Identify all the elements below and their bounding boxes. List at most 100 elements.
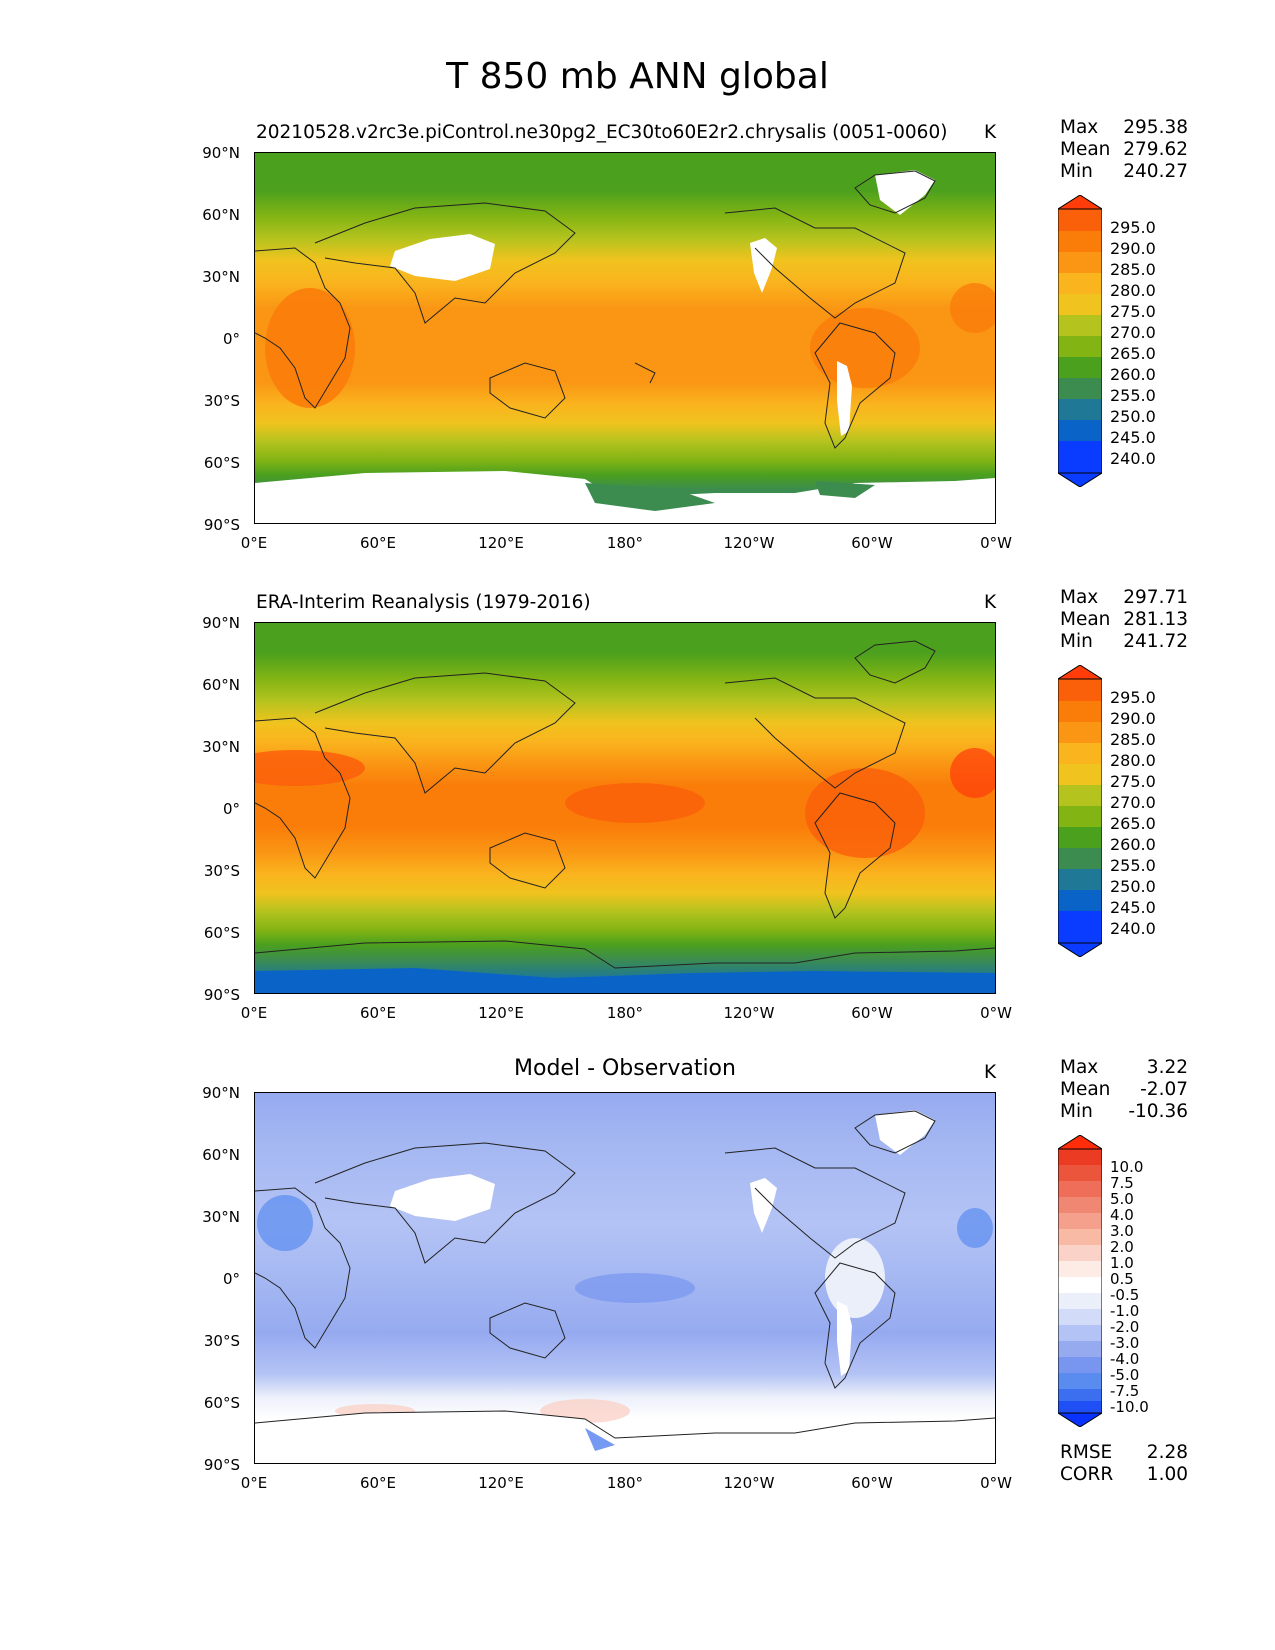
colorbar-tick: 280.0 (1110, 281, 1156, 300)
lat-tick-label: 30°S (203, 862, 240, 880)
lat-tick-label: 60°N (202, 206, 240, 224)
error-stats-box: RMSE 2.28 CORR 1.00 (1060, 1442, 1188, 1486)
map-plot (254, 1092, 996, 1464)
colorbar (1056, 1134, 1104, 1431)
lat-tick-label: 90°N (202, 1084, 240, 1102)
colorbar-tick: 240.0 (1110, 919, 1156, 938)
lon-tick-label: 0°E (240, 1474, 268, 1492)
lon-tick-label: 60°E (359, 1474, 397, 1492)
colorbar (1056, 664, 1104, 961)
colorbar-tick: -0.5 (1110, 1286, 1140, 1304)
lat-tick-label: 60°S (203, 924, 240, 942)
lat-tick-label: 30°S (203, 1332, 240, 1350)
lon-tick-label: 60°W (851, 1474, 893, 1492)
colorbar-tick: 7.5 (1110, 1174, 1134, 1192)
lat-tick-label: 90°N (202, 614, 240, 632)
panel-units: K (984, 1062, 997, 1083)
stat-label: Min (1060, 161, 1093, 182)
colorbar-tick: -4.0 (1110, 1350, 1140, 1368)
lat-tick-label: 60°S (203, 454, 240, 472)
stat-value: 1.00 (1146, 1464, 1188, 1485)
colorbar-tick: -7.5 (1110, 1382, 1140, 1400)
colorbar-tick: 275.0 (1110, 302, 1156, 321)
colorbar-tick: -3.0 (1110, 1334, 1140, 1352)
colorbar-tick: -10.0 (1110, 1398, 1149, 1416)
lon-tick-label: 120°W (723, 534, 775, 552)
stats-box: Max 3.22 Mean -2.07 Min -10.36 (1060, 1057, 1188, 1123)
lon-tick-label: 0°W (980, 534, 1012, 552)
stat-value: 2.28 (1146, 1442, 1188, 1463)
colorbar-tick: 250.0 (1110, 407, 1156, 426)
colorbar-tick: 295.0 (1110, 688, 1156, 707)
lon-tick-label: 0°W (980, 1004, 1012, 1022)
stat-label: Mean (1060, 1079, 1111, 1100)
panel-title: ERA-Interim Reanalysis (1979-2016) (256, 592, 591, 613)
lon-tick-label: 0°W (980, 1474, 1012, 1492)
panel-units: K (984, 122, 997, 143)
stat-value: 3.22 (1146, 1057, 1188, 1078)
lat-tick-label: 90°S (203, 516, 240, 534)
lat-tick-label: 90°S (203, 1456, 240, 1474)
lon-tick-label: 0°E (240, 534, 268, 552)
lon-tick-label: 60°W (851, 1004, 893, 1022)
stat-value: 241.72 (1123, 631, 1188, 652)
colorbar-tick: 260.0 (1110, 835, 1156, 854)
colorbar-tick: 270.0 (1110, 323, 1156, 342)
lat-tick-label: 0° (222, 330, 240, 348)
lat-tick-label: 30°N (202, 1208, 240, 1226)
colorbar-tick: 10.0 (1110, 1158, 1144, 1176)
map-plot (254, 622, 996, 994)
colorbar-tick: 290.0 (1110, 239, 1156, 258)
lon-tick-label: 180° (606, 1004, 644, 1022)
colorbar-tick: 280.0 (1110, 751, 1156, 770)
lat-tick-label: 90°N (202, 144, 240, 162)
colorbar-tick: 275.0 (1110, 772, 1156, 791)
panel-title: Model - Observation (514, 1056, 736, 1081)
colorbar-tick: 4.0 (1110, 1206, 1134, 1224)
panel-difference: Model - Observation K (0, 940, 1275, 1492)
stat-label: RMSE (1060, 1442, 1113, 1463)
stat-value: -2.07 (1140, 1079, 1188, 1100)
colorbar-tick: -5.0 (1110, 1366, 1140, 1384)
colorbar-tick: 265.0 (1110, 814, 1156, 833)
lon-tick-label: 120°W (723, 1474, 775, 1492)
lon-tick-label: 120°E (478, 534, 524, 552)
colorbar-tick: 265.0 (1110, 344, 1156, 363)
stat-label: Max (1060, 117, 1099, 138)
colorbar-tick: 295.0 (1110, 218, 1156, 237)
stat-value: 295.38 (1123, 117, 1188, 138)
stat-label: Max (1060, 587, 1099, 608)
colorbar-tick: 0.5 (1110, 1270, 1134, 1288)
lon-tick-label: 120°W (723, 1004, 775, 1022)
stat-label: Min (1060, 1101, 1093, 1122)
colorbar-tick: 290.0 (1110, 709, 1156, 728)
stat-value: 279.62 (1123, 139, 1188, 160)
stat-label: Mean (1060, 609, 1111, 630)
lon-tick-label: 120°E (478, 1004, 524, 1022)
colorbar-tick: 245.0 (1110, 428, 1156, 447)
lat-tick-label: 60°N (202, 676, 240, 694)
colorbar-tick: 2.0 (1110, 1238, 1134, 1256)
panel-units: K (984, 592, 997, 613)
stat-label: CORR (1060, 1464, 1114, 1485)
panel-test: 20210528.v2rc3e.piControl.ne30pg2_EC30to… (0, 0, 1275, 552)
colorbar-tick: 255.0 (1110, 386, 1156, 405)
stat-value: 240.27 (1123, 161, 1188, 182)
stats-box: Max 295.38 Mean 279.62 Min 240.27 (1060, 117, 1188, 183)
colorbar-tick: 255.0 (1110, 856, 1156, 875)
lon-tick-label: 0°E (240, 1004, 268, 1022)
colorbar-tick: 250.0 (1110, 877, 1156, 896)
lon-tick-label: 180° (606, 1474, 644, 1492)
colorbar-tick: 1.0 (1110, 1254, 1134, 1272)
stat-label: Min (1060, 631, 1093, 652)
colorbar-tick: 3.0 (1110, 1222, 1134, 1240)
colorbar-tick: 285.0 (1110, 260, 1156, 279)
stat-label: Mean (1060, 139, 1111, 160)
lon-tick-label: 120°E (478, 1474, 524, 1492)
lat-tick-label: 60°N (202, 1146, 240, 1164)
lon-tick-label: 180° (606, 534, 644, 552)
lat-tick-label: 30°N (202, 738, 240, 756)
colorbar-tick: 240.0 (1110, 449, 1156, 468)
map-plot (254, 152, 996, 524)
panel-reference: ERA-Interim Reanalysis (1979-2016) K (0, 470, 1275, 1022)
